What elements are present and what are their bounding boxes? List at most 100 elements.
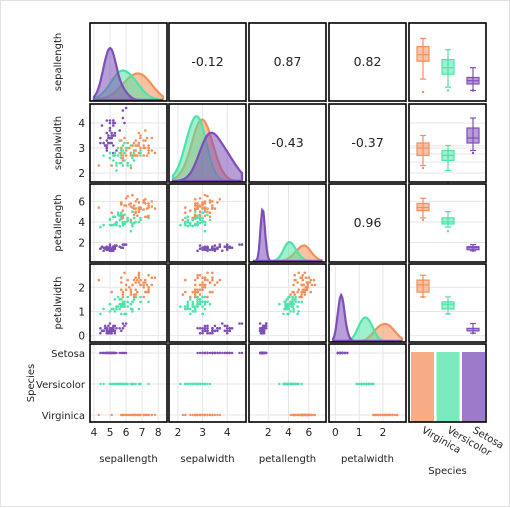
scatter-point-virginica — [301, 288, 305, 292]
scatter-point-virginica — [184, 278, 187, 282]
scatter-point-setosa — [115, 327, 118, 330]
scatter-point-virginica — [137, 276, 141, 280]
scatter-point-versicolor — [294, 295, 297, 299]
panel-border — [168, 183, 247, 263]
scatter-point-virginica — [147, 144, 150, 147]
scatter-point-virginica — [121, 214, 125, 218]
scatter-point-setosa — [107, 324, 110, 328]
scatter-point-virginica — [193, 283, 197, 287]
scatter-point-virginica — [129, 205, 133, 208]
scatter-point-virginica — [203, 283, 207, 287]
scatter-point-versicolor — [121, 149, 125, 152]
strip-point-setosa — [346, 351, 349, 355]
strip-point-virginica — [189, 413, 192, 417]
scatter-point-versicolor — [123, 151, 126, 155]
scatter-point-versicolor — [147, 300, 150, 304]
strip-point-versicolor — [289, 382, 292, 386]
scatter-point-versicolor — [285, 307, 288, 311]
scatter-point-setosa — [121, 322, 125, 325]
scatter-point-versicolor — [139, 295, 142, 299]
strip-point-setosa — [120, 351, 123, 355]
scatter-point-setosa — [121, 243, 125, 246]
strip-point-setosa — [259, 351, 263, 355]
strip-point-setosa — [216, 351, 219, 355]
scatter-point-virginica — [302, 290, 306, 294]
strip-point-virginica — [296, 413, 299, 417]
scatter-point-versicolor — [99, 312, 102, 316]
strip-point-setosa — [343, 351, 347, 355]
scatter-point-virginica — [134, 139, 137, 142]
strip-point-setosa — [110, 351, 113, 355]
scatter-point-virginica — [147, 206, 150, 209]
scatter-point-virginica — [137, 151, 141, 155]
scatter-point-versicolor — [198, 221, 202, 225]
panel-border — [408, 183, 487, 263]
strip-point-setosa — [102, 351, 105, 355]
scatter-point-virginica — [208, 290, 212, 294]
scatter-point-versicolor — [193, 210, 197, 213]
scatter-point-versicolor — [112, 154, 115, 157]
scatter-point-versicolor — [203, 220, 207, 224]
panel-border — [408, 263, 487, 343]
strip-point-versicolor — [355, 382, 358, 386]
scatter-point-virginica — [203, 202, 207, 205]
scatter-point-setosa — [99, 331, 102, 335]
scatter-point-virginica — [150, 205, 154, 208]
scatter-point-versicolor — [132, 151, 136, 155]
scatter-point-versicolor — [282, 312, 285, 316]
scatter-point-versicolor — [139, 149, 142, 152]
box-setosa — [466, 127, 480, 144]
scatter-point-virginica — [121, 156, 125, 160]
scatter-point-setosa — [261, 329, 265, 333]
scatter-point-setosa — [238, 243, 241, 246]
scatter-point-setosa — [230, 246, 234, 249]
scatter-point-versicolor — [116, 146, 120, 150]
strip-point-virginica — [379, 413, 382, 417]
scatter-point-setosa — [105, 131, 109, 135]
scatter-point-versicolor — [129, 220, 133, 224]
scatter-point-setosa — [107, 134, 110, 137]
x-axis-title: sepallength — [99, 454, 158, 465]
x-axis-title: Species — [428, 466, 467, 477]
strip-point-virginica — [124, 413, 128, 417]
scatter-point-setosa — [108, 243, 112, 246]
strip-point-setosa — [261, 351, 265, 355]
strip-point-setosa — [206, 351, 209, 355]
scatter-point-versicolor — [129, 302, 133, 306]
scatter-point-versicolor — [292, 310, 295, 313]
scatter-point-virginica — [302, 283, 306, 287]
scatter-point-setosa — [216, 329, 219, 333]
scatter-point-virginica — [144, 278, 147, 282]
scatter-point-virginica — [132, 204, 136, 207]
scatter-point-virginica — [128, 146, 131, 150]
scatter-point-versicolor — [137, 220, 141, 224]
scatter-point-virginica — [150, 283, 154, 287]
scatter-point-versicolor — [120, 312, 123, 316]
scatter-point-virginica — [132, 207, 136, 210]
strip-point-setosa — [203, 351, 207, 355]
scatter-point-virginica — [216, 201, 219, 204]
scatter-point-setosa — [110, 329, 113, 333]
scatter-point-versicolor — [108, 302, 112, 306]
scatter-point-virginica — [193, 215, 197, 219]
box-virginica — [416, 142, 430, 157]
scatter-point-virginica — [126, 278, 129, 282]
panel-border — [408, 22, 487, 102]
scatter-point-setosa — [113, 329, 117, 333]
scatter-point-virginica — [139, 278, 142, 282]
scatter-point-virginica — [211, 276, 214, 280]
strip-point-setosa — [208, 351, 212, 355]
strip-point-virginica — [181, 413, 185, 417]
strip-point-versicolor — [296, 382, 299, 386]
scatter-point-virginica — [201, 276, 204, 280]
correlation-label: 0.96 — [354, 215, 382, 230]
scatter-point-versicolor — [120, 211, 123, 214]
scatter-point-versicolor — [123, 300, 126, 304]
x-tick-label: 8 — [155, 427, 162, 439]
scatter-point-versicolor — [196, 222, 199, 226]
scatter-point-virginica — [206, 194, 209, 198]
box-versicolor — [441, 217, 455, 225]
scatter-point-versicolor — [291, 305, 294, 308]
scatter-point-versicolor — [294, 300, 297, 304]
